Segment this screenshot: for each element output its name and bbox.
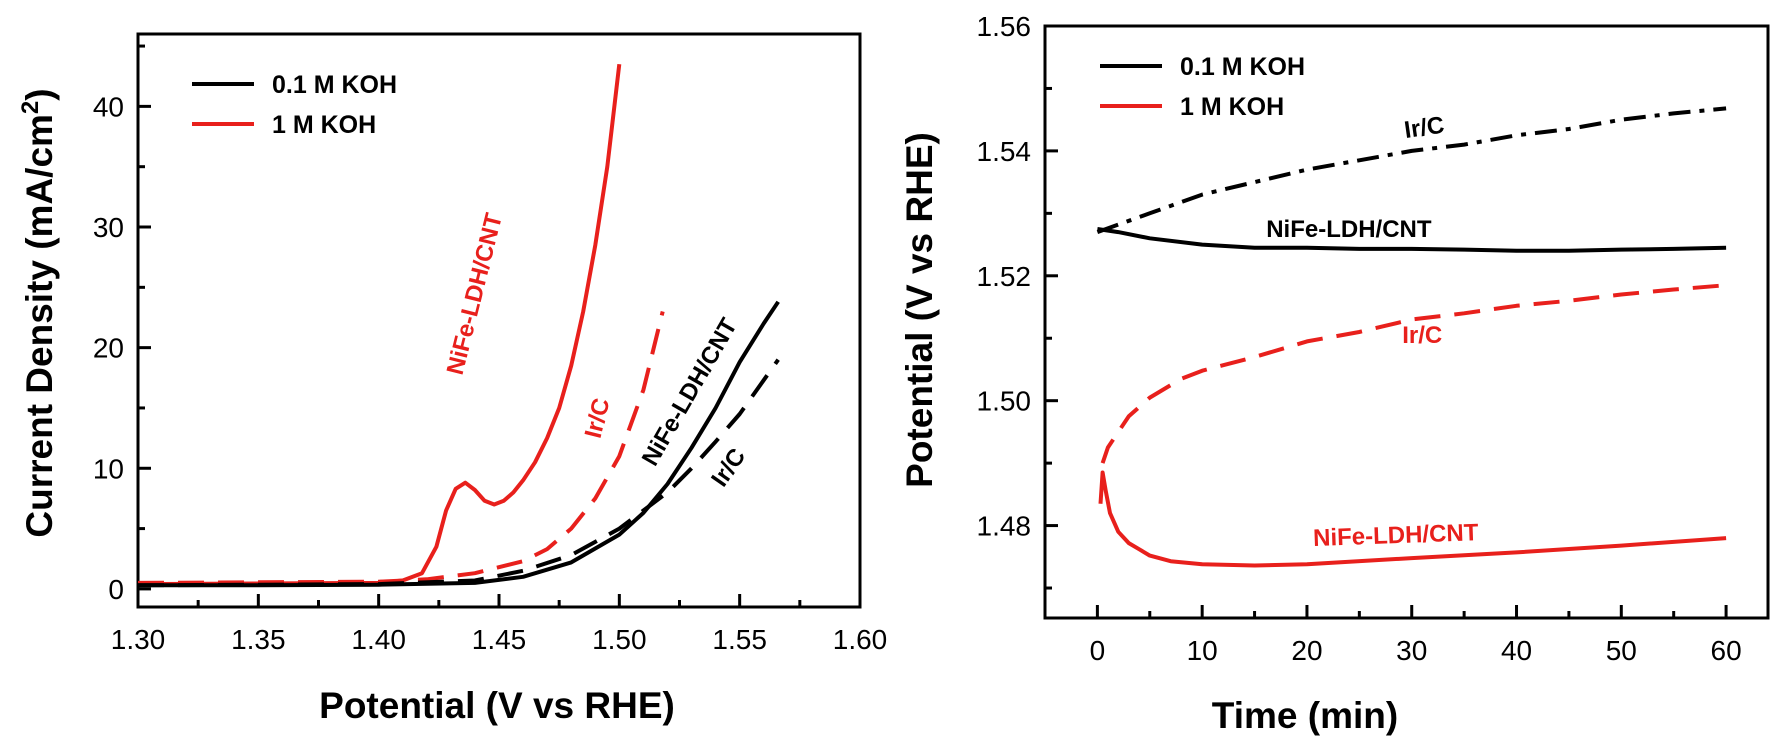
x-tick-label: 1.60 [833,624,888,655]
x-tick-label: 20 [1291,635,1322,666]
x-tick-label: 1.35 [231,624,286,655]
series-annotation: Ir/C [580,396,616,441]
x-tick-label: 1.30 [111,624,166,655]
y-tick-label: 1.50 [977,386,1032,417]
y-axis-title-close: ) [19,88,60,100]
y-axis-title-sup: 2 [17,101,44,114]
x-axis-title: Time (min) [1212,695,1398,736]
x-tick-label: 10 [1187,635,1218,666]
x-tick-label: 60 [1711,635,1742,666]
series-line-4 [137,358,780,588]
series-annotation: NiFe-LDH/CNT [442,210,508,377]
y-tick-label: 20 [93,333,124,364]
x-tick-label: 1.40 [351,624,406,655]
x-axis-title: Potential (V vs RHE) [319,685,675,726]
series-line-2 [1097,227,1727,253]
series-line-1 [137,63,622,587]
y-tick-label: 1.52 [977,261,1032,292]
series-annotation: NiFe-LDH/CNT [1313,519,1479,552]
x-tick-label: 40 [1501,635,1532,666]
y-tick-label: 40 [93,91,124,122]
chart-right-potential-time: 0 10 20 30 40 50 60 1.48 1.50 1.52 1.54 1.56 0.1 M K… [899,11,1770,736]
plot-area: 1.30 1.35 1.40 1.45 1.50 1.55 1.60 0 10 20 30 40 0.1… [93,32,888,655]
chart-left-current-density: 1.30 1.35 1.40 1.45 1.50 1.55 1.60 0 10 20 30 40 0.1… [17,32,888,726]
y-axis-title: Current Density (mA/cm2) [17,88,60,537]
x-tick-label: 50 [1606,635,1637,666]
series-line-2 [137,311,665,585]
series-line-4 [1098,470,1727,568]
x-tick-label: 1.45 [472,624,527,655]
series-annotation: Ir/C [1403,112,1446,144]
legend-label: 0.1 M KOH [272,71,397,99]
y-tick-label: 10 [93,453,124,484]
y-axis-title-main: Current Density (mA/cm [19,114,60,538]
series-annotation: Ir/C [1402,322,1442,349]
plot-frame [136,32,862,609]
y-tick-label: 1.56 [977,11,1032,42]
series-line-3 [1100,283,1727,464]
y-tick-label: 1.54 [977,136,1032,167]
series-line-1 [1096,106,1727,234]
plot-area: 0 10 20 30 40 50 60 1.48 1.50 1.52 1.54 1.56 0.1 M K… [977,11,1770,666]
y-tick-label: 1.48 [977,511,1032,542]
series-annotation: NiFe-LDH/CNT [1266,216,1432,243]
y-tick-label: 30 [93,212,124,243]
legend-label: 0.1 M KOH [1180,53,1305,81]
x-tick-label: 1.55 [712,624,767,655]
plot-frame [1043,24,1770,620]
y-tick-label: 0 [108,574,124,605]
x-tick-label: 0 [1090,635,1106,666]
series-annotation: Ir/C [706,443,751,491]
legend-label: 1 M KOH [272,111,376,139]
x-tick-label: 30 [1396,635,1427,666]
y-axis-title: Potential (V vs RHE) [899,132,940,488]
legend-label: 1 M KOH [1180,93,1284,121]
x-tick-label: 1.50 [592,624,647,655]
